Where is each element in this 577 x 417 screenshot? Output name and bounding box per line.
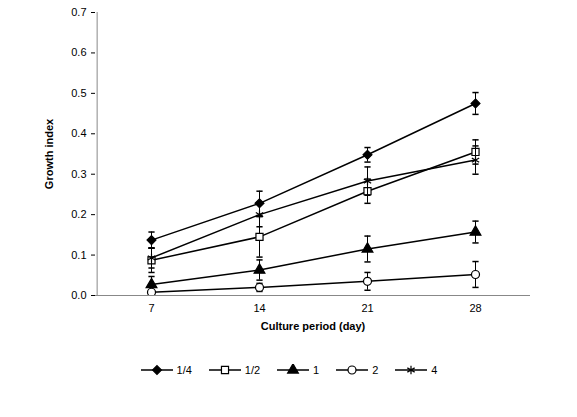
svg-text:Growth index: Growth index	[43, 118, 55, 189]
svg-text:28: 28	[469, 302, 481, 314]
svg-text:0.4: 0.4	[71, 127, 86, 139]
svg-text:21: 21	[361, 302, 373, 314]
svg-text:0.1: 0.1	[71, 249, 86, 261]
html-text:1: 1	[313, 364, 320, 376]
svg-text:14: 14	[253, 302, 265, 314]
html-text:1/4: 1/4	[176, 364, 192, 376]
html-text:1/2: 1/2	[244, 364, 261, 376]
svg-text:0.3: 0.3	[71, 168, 86, 180]
svg-text:7: 7	[148, 302, 154, 314]
svg-text:0.6: 0.6	[71, 46, 86, 58]
html-text:4: 4	[431, 364, 438, 376]
svg-text:0.7: 0.7	[71, 6, 86, 18]
html-text:2: 2	[372, 364, 379, 376]
svg-text:0.5: 0.5	[71, 87, 86, 99]
svg-text:Culture period (day): Culture period (day)	[261, 320, 366, 332]
svg-text:0.2: 0.2	[71, 208, 86, 220]
svg-text:0.0: 0.0	[71, 289, 86, 301]
